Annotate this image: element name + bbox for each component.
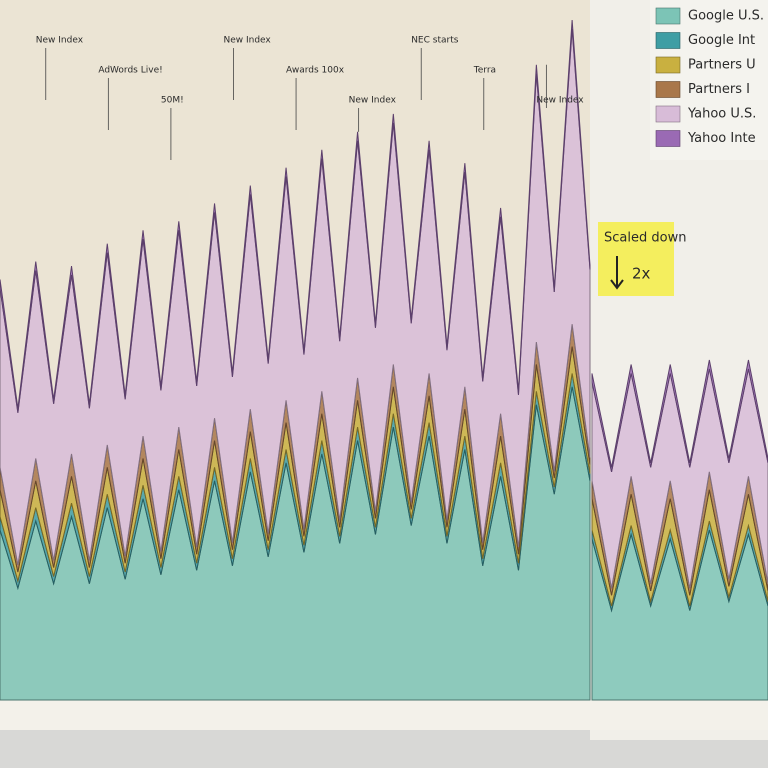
legend-label: Yahoo U.S. [687,107,756,122]
areas [0,19,768,701]
legend-label: Partners I [688,82,750,97]
legend-swatch [655,7,681,25]
legend: Google U.S. Google Int Partners U Partners … [655,7,764,147]
annotation: AdWords Live! [98,66,162,76]
legend-swatch [655,56,681,74]
area [0,19,591,413]
annotation: Awards 100x [286,66,345,76]
note-text: Scaled down [604,231,686,246]
annotation: 50M! [161,96,184,106]
legend-swatch [655,105,681,123]
sticky-note [598,222,674,296]
legend-label: Google U.S. [688,9,764,24]
legend-label: Partners U [688,58,756,73]
note-text: 2x [632,265,651,283]
annotation: New Index [349,96,397,106]
area [591,359,768,472]
legend-swatch [655,32,681,49]
annotation: NEC starts [411,36,459,46]
annotation: New Index [36,36,84,46]
legend-label: Google Int [688,33,755,48]
axis-strip [0,700,768,730]
annotation: Terra [473,66,496,76]
labels: New Index AdWords Live! 50M! New Index Award… [36,36,584,160]
arrow [610,256,624,290]
legend-swatch [655,130,681,147]
legend-label: Yahoo Inte [687,131,756,146]
annotation: New Index [536,96,584,106]
annotation: New Index [223,36,271,46]
legend-swatch [655,81,681,98]
